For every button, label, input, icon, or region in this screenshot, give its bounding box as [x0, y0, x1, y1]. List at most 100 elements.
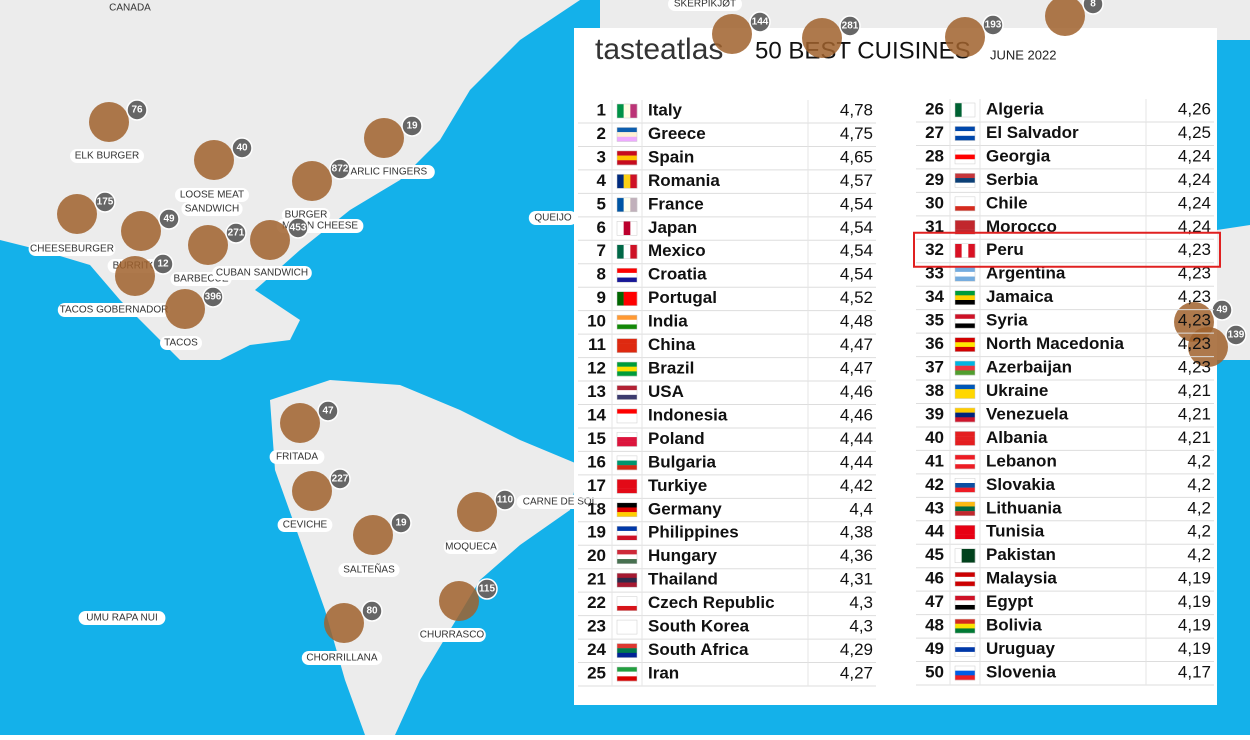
flag-stripe: [961, 243, 969, 258]
food-image: [364, 118, 404, 158]
score: 4,2: [1187, 475, 1211, 494]
flag-stripe: [955, 534, 975, 540]
label-pill: [335, 165, 435, 179]
logo: tasteatlas: [595, 33, 723, 66]
flag-border: [954, 407, 976, 423]
flag-stripe: [617, 136, 637, 142]
flag-stripe: [955, 572, 975, 578]
country: Chile: [986, 193, 1028, 212]
rank: 4: [597, 171, 607, 190]
country: Egypt: [986, 592, 1034, 611]
flag-stripe: [617, 371, 637, 377]
highlight-box: [913, 231, 1221, 268]
score: 4,25: [1178, 123, 1211, 142]
flag-stripe: [955, 300, 975, 305]
count-badge: [361, 600, 383, 622]
flag-border: [616, 596, 638, 611]
flag-stripe: [955, 412, 975, 418]
flag-border: [616, 502, 638, 518]
flag-stripe: [617, 315, 637, 320]
count: 12: [157, 259, 169, 270]
flag-stripe: [617, 244, 624, 259]
flag-stripe: [955, 666, 975, 671]
flag-stripe: [623, 197, 631, 212]
flag-stripe: [617, 174, 624, 189]
score: 4,38: [840, 523, 873, 542]
flag-stripe: [617, 408, 637, 414]
country: Hungary: [648, 546, 718, 565]
score: 4,23: [1178, 264, 1211, 283]
food-image: [89, 102, 129, 142]
flag-stripe: [955, 173, 975, 179]
food-image: [280, 403, 320, 443]
count: 80: [366, 606, 378, 617]
count-badge: [94, 191, 116, 213]
flag-stripe: [623, 244, 631, 259]
flag-stripe: [617, 418, 637, 424]
country: Bolivia: [986, 616, 1042, 635]
count: 115: [479, 584, 496, 595]
flag-stripe: [955, 576, 975, 582]
flag-stripe: [617, 432, 637, 438]
flag-border: [616, 526, 638, 541]
map-label: CHURRASCO: [420, 630, 485, 641]
flag-stripe: [955, 436, 975, 441]
rank: 18: [587, 499, 606, 518]
flag-border: [954, 173, 976, 188]
label-pill: [175, 188, 249, 202]
count-badge: [749, 11, 771, 33]
score: 4,47: [840, 359, 873, 378]
flag-stripe: [968, 103, 976, 117]
country: Czech Republic: [648, 593, 775, 612]
flag-stripe: [955, 464, 975, 470]
flag-stripe: [617, 624, 637, 630]
food-image: [457, 492, 497, 532]
flag-stripe: [617, 132, 637, 137]
map-label: MAC N CHEESE: [282, 221, 358, 232]
flag-stripe: [955, 201, 975, 207]
score: 4,44: [840, 452, 873, 471]
flag-stripe: [955, 337, 975, 343]
flag-stripe: [955, 487, 975, 493]
flag-stripe: [617, 338, 637, 344]
count-badge: [494, 489, 516, 511]
country: Slovenia: [986, 662, 1056, 681]
country: Iran: [648, 663, 679, 682]
flag-stripe: [617, 582, 637, 588]
flag-border: [954, 665, 976, 681]
count-badge: [287, 217, 309, 239]
score: 4,23: [1178, 287, 1211, 306]
score: 4,4: [849, 499, 873, 518]
flag-stripe: [623, 291, 631, 306]
flag-border: [954, 501, 976, 517]
rank: 9: [597, 288, 606, 307]
score: 4,23: [1178, 358, 1211, 377]
flag-border: [616, 314, 638, 330]
map-label: CARNE DE SOL: [523, 497, 598, 508]
score: 4,27: [840, 663, 873, 682]
flag-stripe: [955, 196, 975, 202]
flag-stripe: [617, 324, 637, 330]
flag-stripe: [617, 652, 637, 658]
flag-border: [616, 408, 638, 424]
flag-stripe: [955, 647, 975, 653]
country: Brazil: [648, 359, 694, 378]
flag-stripe: [617, 605, 637, 611]
country: Japan: [648, 218, 697, 237]
flag-border: [616, 455, 638, 471]
date: JUNE 2022: [990, 47, 1056, 62]
score: 4,48: [840, 312, 873, 331]
flag-border: [954, 431, 976, 446]
flag-border: [616, 666, 638, 682]
flag-stripe: [617, 549, 637, 555]
flag-stripe: [617, 160, 637, 166]
rank: 49: [925, 639, 944, 658]
flag-border: [616, 244, 638, 259]
food-image: [121, 211, 161, 251]
flag-stripe: [955, 459, 975, 465]
country: Morocco: [986, 217, 1057, 236]
flag-stripe: [617, 221, 624, 236]
flag-stripe: [617, 413, 637, 419]
flag-stripe: [617, 676, 637, 682]
score: 4,24: [1178, 146, 1211, 165]
